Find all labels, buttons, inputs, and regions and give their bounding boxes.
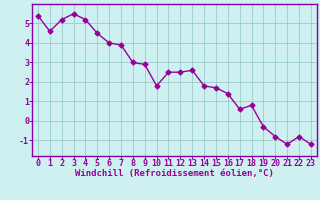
X-axis label: Windchill (Refroidissement éolien,°C): Windchill (Refroidissement éolien,°C): [75, 169, 274, 178]
